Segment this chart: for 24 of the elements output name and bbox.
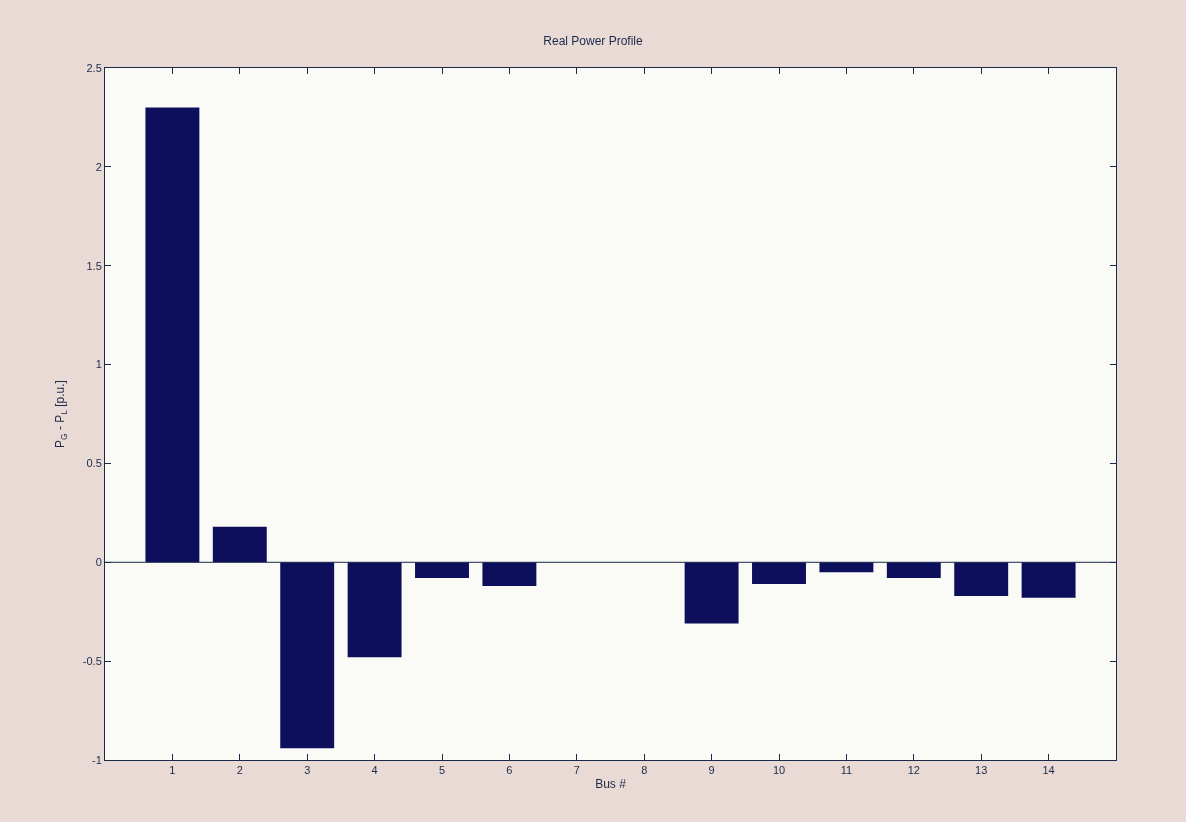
- x-tick-label: 9: [708, 764, 715, 777]
- y-tick-label: 0: [95, 556, 102, 569]
- y-tick-label: 2.5: [86, 61, 102, 74]
- chart-title: Real Power Profile: [543, 34, 644, 49]
- x-axis-title: Bus #: [595, 777, 627, 792]
- y-tick-label: 0.5: [86, 457, 102, 470]
- x-tick-label: 1: [169, 764, 176, 777]
- x-tick-label: 7: [573, 764, 580, 777]
- y-tick-label: -0.5: [82, 654, 102, 667]
- y-tick-label: 1: [95, 358, 102, 371]
- x-tick-label: 5: [438, 764, 446, 777]
- x-tick-label: 14: [1042, 764, 1055, 777]
- x-tick-label: 10: [772, 764, 786, 777]
- y-tick-label: -1: [92, 753, 102, 766]
- y-tick-label: 1.5: [86, 259, 102, 272]
- x-tick-label: 12: [907, 764, 920, 777]
- x-tick-label: 11: [840, 764, 853, 777]
- x-tick-label: 6: [506, 764, 513, 777]
- x-tick-label: 8: [641, 764, 648, 777]
- y-tick-label: 2: [95, 160, 102, 173]
- x-tick-label: 2: [236, 764, 243, 777]
- x-tick-label: 3: [304, 764, 311, 777]
- x-tick-label: 4: [371, 764, 378, 777]
- x-tick-label: 13: [975, 764, 988, 777]
